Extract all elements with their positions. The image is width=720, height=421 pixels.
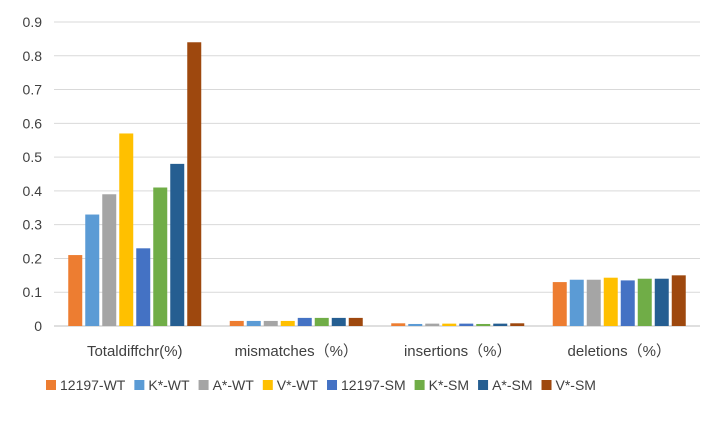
legend-swatch (46, 380, 56, 390)
bar-K*-SM-1 (314, 317, 329, 326)
bar-A*-WT-2 (425, 323, 440, 326)
gridlines (54, 21, 700, 327)
bar-K*-SM-3 (637, 278, 652, 326)
legend-label: 12197-WT (60, 377, 126, 393)
bar-A*-WT-1 (263, 320, 278, 326)
bar-V*-SM-0 (187, 42, 202, 327)
y-tick-label: 0.4 (23, 183, 43, 199)
bar-A*-WT-3 (586, 279, 601, 326)
legend-swatch (134, 380, 145, 390)
x-category-label: insertions（%） (404, 343, 512, 360)
y-tick-label: 0.2 (23, 250, 43, 266)
y-tick-label: 0.9 (23, 14, 43, 30)
bar-12197-WT-2 (391, 323, 406, 326)
bar-K*-SM-2 (476, 323, 491, 326)
bar-K*-WT-0 (85, 214, 100, 326)
bar-12197-WT-1 (229, 320, 244, 326)
legend-swatch (478, 380, 489, 390)
y-tick-label: 0.1 (23, 284, 43, 300)
bars (68, 42, 686, 327)
y-tick-label: 0.3 (23, 217, 43, 233)
legend-label: K*-WT (148, 377, 190, 393)
bar-V*-SM-2 (510, 323, 525, 326)
legend-label: 12197-SM (341, 377, 406, 393)
bar-V*-SM-3 (671, 275, 686, 326)
bar-12197-SM-2 (459, 323, 474, 326)
bar-V*-WT-1 (280, 320, 295, 326)
legend-swatch (262, 380, 273, 390)
bar-V*-SM-1 (348, 317, 363, 326)
bar-V*-WT-3 (603, 277, 618, 326)
x-axis-categories: Totaldiffchr(%) mismatches（%） insertions（%… (87, 343, 671, 360)
legend-label: A*-WT (213, 377, 255, 393)
bar-A*-SM-2 (493, 323, 508, 326)
bar-V*-WT-2 (442, 323, 457, 326)
bar-12197-WT-0 (68, 255, 83, 326)
y-tick-label: 0.8 (23, 48, 43, 64)
bar-V*-WT-0 (119, 133, 134, 326)
legend-swatch (198, 380, 209, 390)
legend-label: V*-WT (277, 377, 319, 393)
legend: 12197-WT K*-WT A*-WT V*-WT 12197-SM K*-SM A*-S… (46, 377, 596, 393)
bar-K*-WT-2 (408, 323, 423, 326)
bar-K*-SM-0 (153, 187, 168, 326)
bar-A*-SM-3 (654, 278, 669, 326)
legend-swatch (541, 380, 552, 390)
y-tick-label: 0 (34, 318, 42, 334)
y-tick-label: 0.6 (23, 115, 43, 131)
y-tick-label: 0.7 (23, 82, 43, 98)
bar-A*-SM-1 (331, 317, 346, 326)
bar-K*-WT-3 (569, 279, 584, 326)
x-category-label: Totaldiffchr(%) (87, 343, 183, 360)
legend-swatch (414, 380, 425, 390)
legend-label: A*-SM (492, 377, 532, 393)
legend-swatch (327, 380, 338, 390)
x-category-label: mismatches（%） (235, 343, 358, 360)
y-tick-label: 0.5 (23, 149, 43, 165)
bar-A*-WT-0 (102, 194, 117, 326)
bar-12197-WT-3 (552, 282, 567, 326)
legend-label: V*-SM (556, 377, 596, 393)
bar-K*-WT-1 (246, 320, 261, 326)
bar-12197-SM-3 (620, 280, 635, 326)
x-category-label: deletions（%） (568, 343, 671, 360)
legend-label: K*-SM (429, 377, 469, 393)
y-axis-ticks: 0 0.1 0.2 0.3 0.4 0.5 0.6 0.7 0.8 0.9 (23, 14, 43, 334)
bar-A*-SM-0 (170, 163, 185, 326)
bar-12197-SM-1 (297, 317, 312, 326)
bar-12197-SM-0 (136, 248, 151, 326)
